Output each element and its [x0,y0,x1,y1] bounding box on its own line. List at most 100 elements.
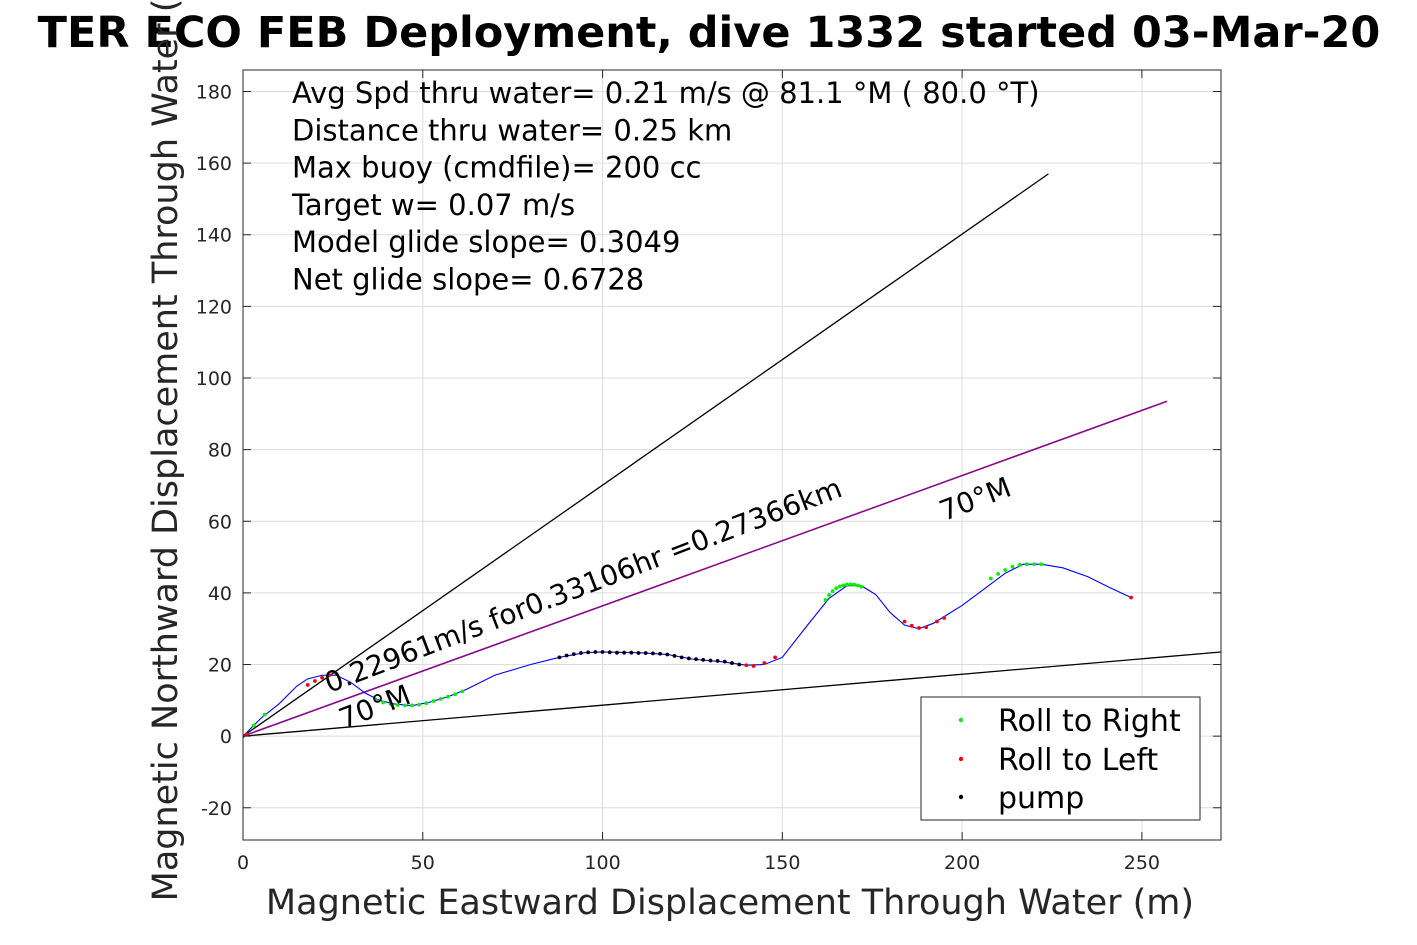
roll-to-right-point [823,598,828,602]
roll-to-right-point [848,582,853,587]
roll-to-right-point [262,712,267,717]
roll-to-left-point [942,616,947,620]
roll-to-right-point [1010,564,1015,569]
roll-to-right-point [381,700,386,705]
legend-marker-roll-right [958,717,964,723]
y-axis-label: Magnetic Northward Displacement Through … [146,0,186,901]
pump-point [643,651,648,655]
pump-point [665,652,670,657]
roll-to-right-point [837,584,842,589]
pump-point [737,662,742,667]
legend-label-roll-left: Roll to Left [998,743,1158,778]
roll-to-right-point [841,583,846,588]
roll-to-right-point [410,703,414,708]
roll-to-right-point [388,702,393,706]
x-tick-label: 250 [1124,852,1160,874]
grid [242,70,1221,840]
y-tick-label: 160 [196,153,232,175]
roll-to-right-point [402,703,407,708]
roll-to-right-point [1032,562,1036,567]
roll-to-left-point [909,623,914,628]
pump-point [571,652,576,657]
roll-to-left-point [744,663,749,668]
pump-point [607,650,612,655]
upper-glide-line [243,173,1049,737]
roll-to-right-point [845,582,849,587]
pump-point [557,655,562,660]
info-line: Target w= 0.07 m/s [291,188,575,222]
pump-point [629,650,634,655]
legend-label-roll-right: Roll to Right [998,704,1181,739]
y-tick-label: 80 [208,440,232,462]
pump-point [593,650,598,654]
pump-point [586,650,591,655]
roll-to-right-point [453,692,458,697]
roll-to-left-point [1129,595,1134,600]
roll-to-left-point [773,655,778,660]
legend-marker-pump [958,794,964,800]
roll-to-right-point [1039,562,1044,567]
pump-point [658,651,662,656]
y-tick-label: -20 [201,798,232,820]
roll-to-right-point [830,589,835,593]
heading-line [243,400,1168,737]
x-tick-label: 0 [237,852,249,874]
y-tick-label: 60 [208,511,232,533]
info-line: Avg Spd thru water= 0.21 m/s @ 81.1 °M (… [292,76,1040,110]
roll-to-right-point [852,582,857,587]
roll-to-right-point [859,584,864,589]
roll-to-left-point [762,661,767,665]
x-tick-label: 50 [411,852,435,874]
roll-to-right-point [1003,568,1008,572]
pump-point [636,651,641,655]
y-tick-label: 40 [208,583,232,605]
roll-to-left-point [244,732,249,737]
pump-point [686,656,691,661]
lower-glide-line [243,651,1221,737]
roll-to-right-point [988,576,993,581]
roll-to-left-point [751,664,756,668]
pump-point [564,653,569,658]
roll-to-left-point [902,619,907,624]
legend: Roll to Right Roll to Left pump [920,696,1201,821]
y-tick-label: 20 [208,655,232,677]
pump-point [701,657,706,662]
info-text-block: Avg Spd thru water= 0.21 m/s @ 81.1 °M (… [291,76,1040,297]
roll-to-right-point [424,701,429,706]
roll-to-right-point [827,593,831,597]
roll-to-right-point [251,723,256,728]
pump-point [600,650,605,654]
axis-ticks: 0 50 100 150 200 250 -20 0 20 40 60 80 100 120 140 160 1… [196,70,1221,874]
roll-to-right-point [1024,562,1029,567]
pump-point [694,657,698,662]
pump-point [715,659,720,663]
info-line: Max buoy (cmdfile)= 200 cc [292,151,701,185]
pump-point [615,650,619,655]
roll-to-right-point [417,702,422,707]
roll-to-left-point [935,619,939,624]
pump-point [622,650,627,655]
roll-to-left-point [313,679,317,683]
pump-point [730,661,734,665]
dive-track-line [243,563,1132,737]
plot-frame [242,69,1222,841]
legend-label-pump: pump [998,781,1084,816]
info-line: Net glide slope= 0.6728 [292,263,644,297]
x-axis-label: Magnetic Eastward Displacement Through W… [266,883,1194,923]
chart-title: TER ECO FEB Deployment, dive 1332 starte… [38,8,1381,58]
roll-to-right-point [431,699,436,703]
roll-to-right-point [1017,563,1022,567]
info-line: Model glide slope= 0.3049 [292,225,680,259]
x-tick-label: 150 [764,852,800,874]
roll-to-left-point [327,673,332,678]
info-line: Distance thru water= 0.25 km [292,113,732,147]
legend-box [920,696,1201,821]
track-layer [243,563,1132,737]
pump-point [672,654,677,658]
roll-to-right-point [460,689,465,694]
roll-to-left-point [924,625,929,630]
pump-point [650,651,655,656]
pump-point [708,658,713,663]
y-tick-label: 0 [220,726,232,748]
pump-point [579,651,583,655]
